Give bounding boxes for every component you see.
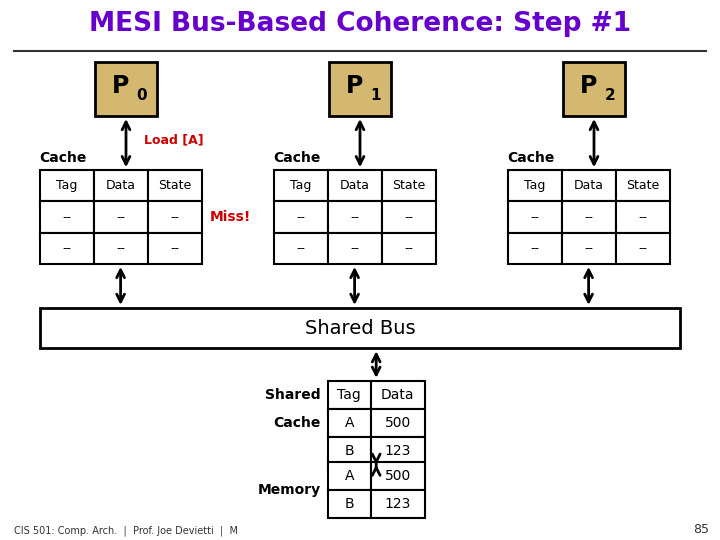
Bar bbox=[148, 201, 202, 233]
Bar bbox=[371, 381, 425, 409]
Bar bbox=[328, 170, 382, 201]
Text: P: P bbox=[580, 74, 597, 98]
Bar bbox=[274, 233, 328, 264]
Bar bbox=[382, 233, 436, 264]
Bar bbox=[563, 62, 624, 116]
Bar bbox=[616, 170, 670, 201]
Text: Data: Data bbox=[340, 179, 369, 192]
Bar bbox=[328, 201, 382, 233]
Text: A: A bbox=[344, 469, 354, 483]
Bar bbox=[616, 233, 670, 264]
Bar bbox=[328, 381, 371, 409]
Text: --: -- bbox=[350, 242, 359, 255]
Bar bbox=[508, 201, 562, 233]
Bar bbox=[94, 201, 148, 233]
Text: --: -- bbox=[530, 242, 539, 255]
Text: Data: Data bbox=[381, 388, 415, 402]
Bar bbox=[95, 62, 157, 116]
Text: Shared Bus: Shared Bus bbox=[305, 319, 415, 338]
Text: --: -- bbox=[62, 242, 71, 255]
Bar bbox=[328, 409, 371, 437]
Bar bbox=[148, 170, 202, 201]
Text: Miss!: Miss! bbox=[210, 210, 251, 224]
Text: --: -- bbox=[296, 242, 305, 255]
Text: Tag: Tag bbox=[338, 388, 361, 402]
Bar bbox=[40, 170, 94, 201]
Bar bbox=[40, 233, 94, 264]
Text: Data: Data bbox=[574, 179, 603, 192]
Bar bbox=[328, 462, 371, 490]
Text: Tag: Tag bbox=[290, 179, 311, 192]
Text: B: B bbox=[344, 444, 354, 458]
Bar bbox=[382, 201, 436, 233]
Text: 85: 85 bbox=[693, 523, 709, 536]
Bar bbox=[274, 201, 328, 233]
Bar bbox=[371, 409, 425, 437]
Text: Cache: Cache bbox=[274, 151, 321, 165]
Bar bbox=[40, 201, 94, 233]
Text: Tag: Tag bbox=[524, 179, 545, 192]
Text: --: -- bbox=[296, 211, 305, 224]
Text: --: -- bbox=[116, 211, 125, 224]
Text: 1: 1 bbox=[371, 88, 381, 103]
Text: Cache: Cache bbox=[273, 416, 320, 430]
Text: --: -- bbox=[584, 242, 593, 255]
Bar bbox=[371, 462, 425, 490]
Bar bbox=[562, 233, 616, 264]
Bar bbox=[382, 170, 436, 201]
Text: Memory: Memory bbox=[257, 483, 320, 497]
Text: 500: 500 bbox=[384, 416, 411, 430]
Bar bbox=[328, 233, 382, 264]
Bar bbox=[330, 62, 391, 116]
Text: --: -- bbox=[170, 242, 179, 255]
Text: --: -- bbox=[62, 211, 71, 224]
Text: --: -- bbox=[116, 242, 125, 255]
Text: MESI Bus-Based Coherence: Step #1: MESI Bus-Based Coherence: Step #1 bbox=[89, 11, 631, 37]
Text: Data: Data bbox=[106, 179, 135, 192]
Text: --: -- bbox=[350, 211, 359, 224]
Text: 2: 2 bbox=[605, 88, 615, 103]
Text: A: A bbox=[344, 416, 354, 430]
Text: Load [A]: Load [A] bbox=[144, 134, 204, 147]
Text: Shared: Shared bbox=[265, 388, 320, 402]
Bar bbox=[371, 437, 425, 465]
Bar bbox=[328, 437, 371, 465]
Bar bbox=[616, 201, 670, 233]
Text: Cache: Cache bbox=[40, 151, 87, 165]
Bar bbox=[40, 308, 680, 348]
Text: 0: 0 bbox=[137, 88, 147, 103]
Bar bbox=[274, 170, 328, 201]
Text: --: -- bbox=[404, 211, 413, 224]
Text: 123: 123 bbox=[384, 444, 411, 458]
Text: State: State bbox=[392, 179, 426, 192]
Text: P: P bbox=[112, 74, 129, 98]
Text: State: State bbox=[626, 179, 660, 192]
Bar bbox=[94, 170, 148, 201]
Text: --: -- bbox=[638, 242, 647, 255]
Bar bbox=[562, 201, 616, 233]
Bar bbox=[328, 490, 371, 518]
Text: B: B bbox=[344, 497, 354, 511]
Text: --: -- bbox=[584, 211, 593, 224]
Text: P: P bbox=[346, 74, 363, 98]
Text: Tag: Tag bbox=[56, 179, 77, 192]
Text: --: -- bbox=[638, 211, 647, 224]
Text: 123: 123 bbox=[384, 497, 411, 511]
Text: 500: 500 bbox=[384, 469, 411, 483]
Text: Cache: Cache bbox=[508, 151, 555, 165]
Text: State: State bbox=[158, 179, 192, 192]
Bar bbox=[562, 170, 616, 201]
Bar bbox=[371, 490, 425, 518]
Text: --: -- bbox=[530, 211, 539, 224]
Bar bbox=[148, 233, 202, 264]
Text: --: -- bbox=[170, 211, 179, 224]
Text: CIS 501: Comp. Arch.  |  Prof. Joe Devietti  |  M: CIS 501: Comp. Arch. | Prof. Joe Deviett… bbox=[14, 525, 238, 536]
Bar bbox=[508, 233, 562, 264]
Bar bbox=[94, 233, 148, 264]
Text: --: -- bbox=[404, 242, 413, 255]
Bar bbox=[508, 170, 562, 201]
